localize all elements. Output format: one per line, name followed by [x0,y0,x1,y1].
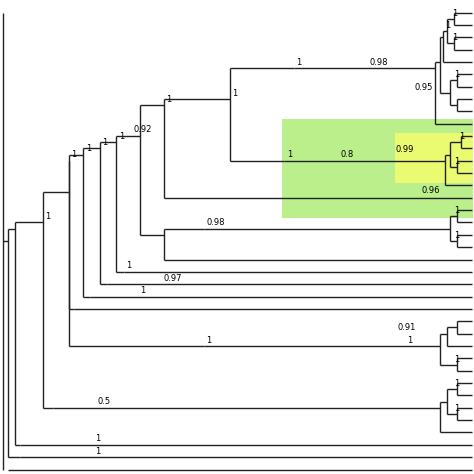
Text: 0.5: 0.5 [98,397,111,406]
Text: 0.8: 0.8 [341,150,354,159]
Text: 1: 1 [455,379,460,388]
Text: 1: 1 [455,231,460,240]
Text: 1: 1 [46,212,51,221]
Text: 0.98: 0.98 [206,218,225,227]
Text: 1: 1 [72,150,77,159]
Text: 1: 1 [445,21,450,30]
Text: 1: 1 [119,132,124,141]
Text: 0.96: 0.96 [421,186,440,195]
Text: 0.95: 0.95 [414,83,433,92]
Text: 0.98: 0.98 [369,58,388,67]
Bar [282,119,474,218]
Bar [395,133,474,182]
Text: 1: 1 [455,206,460,215]
Text: 1: 1 [459,132,465,141]
Text: 1: 1 [452,34,457,43]
Text: 1: 1 [102,138,108,147]
Text: 1: 1 [232,89,237,98]
Text: 0.99: 0.99 [395,145,414,154]
Text: 0.97: 0.97 [164,274,182,283]
Text: 0.91: 0.91 [398,323,416,332]
Text: 1: 1 [95,447,100,456]
Text: 1: 1 [287,150,292,159]
Text: 1: 1 [140,286,146,295]
Text: 1: 1 [206,336,211,345]
Text: 1: 1 [296,58,301,67]
Text: 0.92: 0.92 [133,125,151,134]
Text: 1: 1 [452,9,457,18]
Text: 1: 1 [407,336,412,345]
Text: 1: 1 [455,157,460,166]
Text: 1: 1 [166,95,172,104]
Text: 1: 1 [455,71,460,80]
Text: 1: 1 [86,144,91,153]
Text: 1: 1 [126,262,131,271]
Text: 1: 1 [95,434,100,443]
Text: 1: 1 [455,355,460,364]
Text: 1: 1 [455,404,460,413]
